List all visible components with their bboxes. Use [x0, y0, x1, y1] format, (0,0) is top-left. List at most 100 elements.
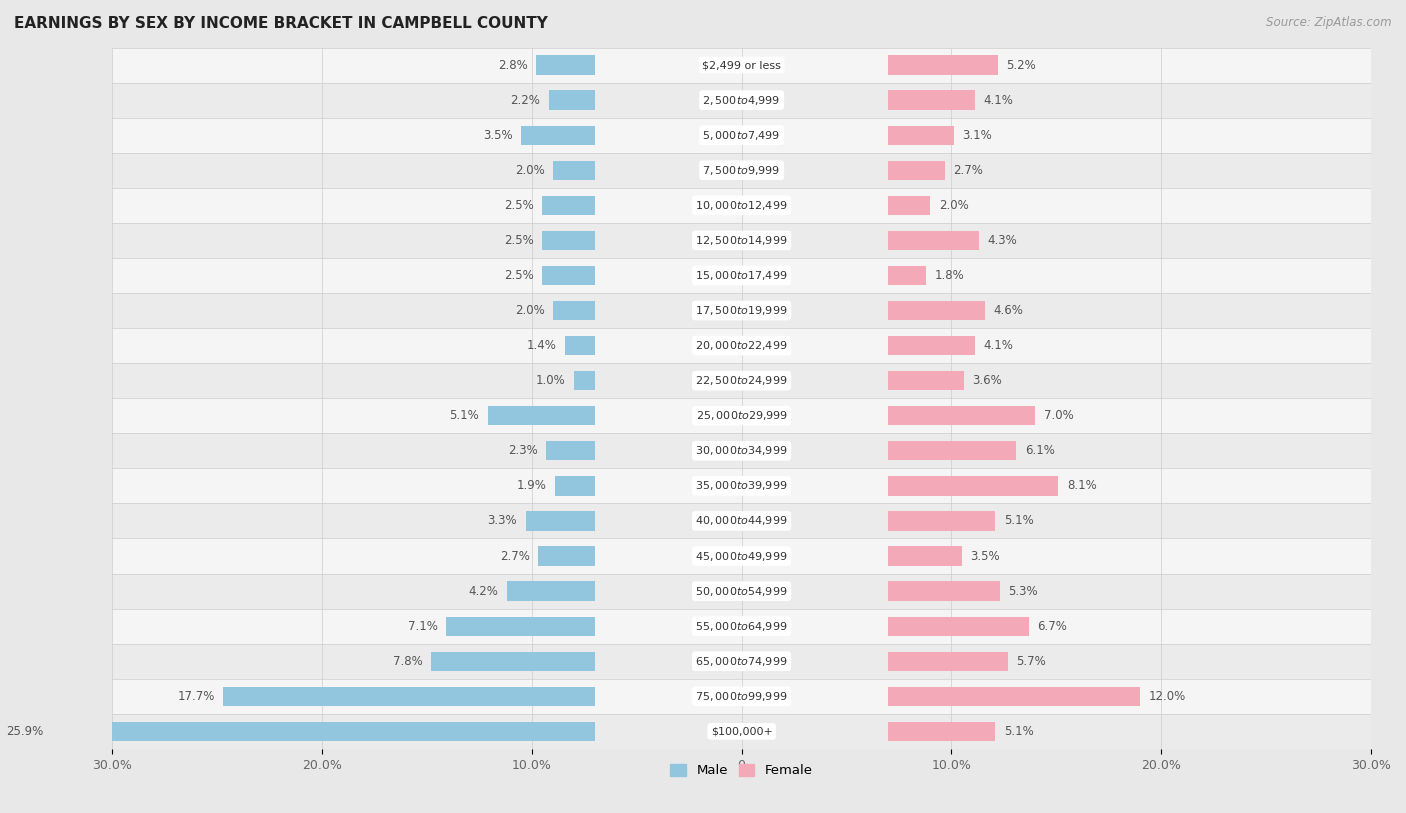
Text: 1.9%: 1.9%: [516, 480, 547, 493]
Bar: [112, 363, 1371, 398]
Bar: [112, 573, 1371, 609]
Bar: [112, 433, 1371, 468]
Text: 3.3%: 3.3%: [488, 515, 517, 528]
Bar: [889, 687, 1140, 706]
Text: 5.3%: 5.3%: [1008, 585, 1038, 598]
Bar: [889, 511, 995, 531]
Bar: [553, 161, 595, 180]
Text: 5.7%: 5.7%: [1017, 654, 1046, 667]
Bar: [446, 616, 595, 636]
Text: 7.1%: 7.1%: [408, 620, 437, 633]
Bar: [889, 651, 1008, 671]
Bar: [432, 651, 595, 671]
Text: $12,500 to $14,999: $12,500 to $14,999: [696, 234, 787, 247]
Bar: [548, 90, 595, 110]
Bar: [538, 546, 595, 566]
Bar: [224, 687, 595, 706]
Text: $15,000 to $17,499: $15,000 to $17,499: [696, 269, 787, 282]
Bar: [889, 231, 979, 250]
Bar: [889, 441, 1017, 460]
Text: Source: ZipAtlas.com: Source: ZipAtlas.com: [1267, 16, 1392, 29]
Bar: [889, 55, 998, 75]
Text: 4.3%: 4.3%: [987, 234, 1017, 247]
Text: 5.1%: 5.1%: [450, 409, 479, 422]
Text: $2,499 or less: $2,499 or less: [702, 60, 782, 70]
Text: 3.6%: 3.6%: [973, 374, 1002, 387]
Bar: [889, 90, 974, 110]
Bar: [112, 188, 1371, 223]
Text: 1.0%: 1.0%: [536, 374, 565, 387]
Text: 2.3%: 2.3%: [509, 445, 538, 458]
Bar: [536, 55, 595, 75]
Text: $45,000 to $49,999: $45,000 to $49,999: [696, 550, 787, 563]
Bar: [889, 616, 1029, 636]
Text: 2.5%: 2.5%: [505, 234, 534, 247]
Bar: [889, 125, 953, 145]
Text: 5.2%: 5.2%: [1005, 59, 1036, 72]
Text: 8.1%: 8.1%: [1067, 480, 1097, 493]
Text: 17.7%: 17.7%: [177, 689, 215, 702]
Text: 12.0%: 12.0%: [1149, 689, 1185, 702]
Bar: [112, 47, 1371, 83]
Text: $25,000 to $29,999: $25,000 to $29,999: [696, 409, 787, 422]
Text: $50,000 to $54,999: $50,000 to $54,999: [696, 585, 787, 598]
Bar: [112, 258, 1371, 293]
Text: 4.1%: 4.1%: [983, 93, 1012, 107]
Text: 2.7%: 2.7%: [501, 550, 530, 563]
Bar: [889, 336, 974, 355]
Text: 6.1%: 6.1%: [1025, 445, 1054, 458]
Bar: [112, 503, 1371, 538]
Bar: [543, 231, 595, 250]
Bar: [526, 511, 595, 531]
Bar: [889, 161, 945, 180]
Text: $2,500 to $4,999: $2,500 to $4,999: [703, 93, 780, 107]
Text: $5,000 to $7,499: $5,000 to $7,499: [703, 128, 780, 141]
Bar: [112, 83, 1371, 118]
Bar: [112, 118, 1371, 153]
Bar: [889, 266, 927, 285]
Text: $7,500 to $9,999: $7,500 to $9,999: [703, 163, 780, 176]
Text: 2.5%: 2.5%: [505, 269, 534, 282]
Text: EARNINGS BY SEX BY INCOME BRACKET IN CAMPBELL COUNTY: EARNINGS BY SEX BY INCOME BRACKET IN CAM…: [14, 16, 548, 31]
Bar: [112, 714, 1371, 749]
Bar: [112, 468, 1371, 503]
Text: $65,000 to $74,999: $65,000 to $74,999: [696, 654, 787, 667]
Text: 1.4%: 1.4%: [527, 339, 557, 352]
Text: 2.2%: 2.2%: [510, 93, 540, 107]
Bar: [52, 722, 595, 741]
Bar: [112, 328, 1371, 363]
Text: 7.8%: 7.8%: [392, 654, 423, 667]
Bar: [112, 293, 1371, 328]
Bar: [112, 679, 1371, 714]
Text: $10,000 to $12,499: $10,000 to $12,499: [696, 199, 787, 212]
Bar: [522, 125, 595, 145]
Text: 3.5%: 3.5%: [970, 550, 1000, 563]
Bar: [547, 441, 595, 460]
Text: 2.5%: 2.5%: [505, 199, 534, 212]
Text: $30,000 to $34,999: $30,000 to $34,999: [696, 445, 787, 458]
Bar: [112, 398, 1371, 433]
Bar: [574, 371, 595, 390]
Bar: [506, 581, 595, 601]
Text: 5.1%: 5.1%: [1004, 515, 1033, 528]
Legend: Male, Female: Male, Female: [671, 764, 813, 777]
Text: $20,000 to $22,499: $20,000 to $22,499: [696, 339, 787, 352]
Text: 3.1%: 3.1%: [962, 128, 991, 141]
Text: 2.0%: 2.0%: [939, 199, 969, 212]
Bar: [112, 538, 1371, 573]
Bar: [555, 476, 595, 496]
Bar: [889, 196, 931, 215]
Text: $75,000 to $99,999: $75,000 to $99,999: [696, 689, 787, 702]
Bar: [889, 301, 986, 320]
Text: 6.7%: 6.7%: [1038, 620, 1067, 633]
Bar: [488, 406, 595, 425]
Bar: [565, 336, 595, 355]
Text: $22,500 to $24,999: $22,500 to $24,999: [696, 374, 787, 387]
Bar: [112, 609, 1371, 644]
Text: 25.9%: 25.9%: [6, 725, 44, 738]
Bar: [543, 196, 595, 215]
Bar: [889, 371, 965, 390]
Text: 3.5%: 3.5%: [484, 128, 513, 141]
Text: 7.0%: 7.0%: [1043, 409, 1074, 422]
Text: $17,500 to $19,999: $17,500 to $19,999: [696, 304, 787, 317]
